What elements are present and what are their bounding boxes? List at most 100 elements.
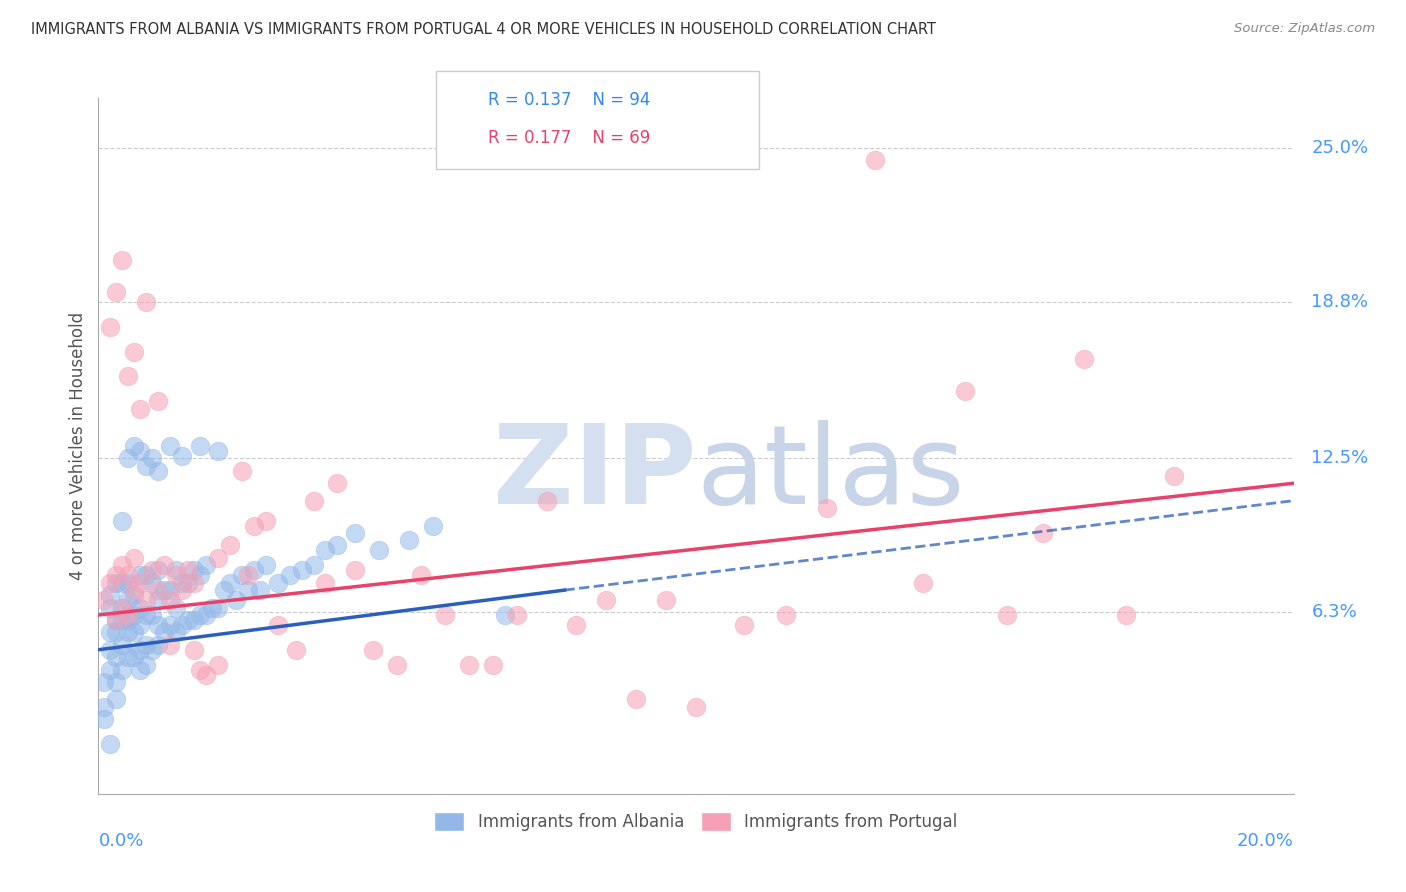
Point — [117, 369, 139, 384]
Point — [159, 593, 181, 607]
Point — [105, 613, 128, 627]
Point — [815, 501, 838, 516]
Point — [111, 663, 134, 677]
Point — [129, 663, 152, 677]
Point — [129, 600, 152, 615]
Point — [148, 618, 170, 632]
Point — [141, 607, 163, 622]
Text: 20.0%: 20.0% — [1237, 832, 1294, 850]
Text: IMMIGRANTS FROM ALBANIA VS IMMIGRANTS FROM PORTUGAL 4 OR MORE VEHICLES IN HOUSEH: IMMIGRANTS FROM ALBANIA VS IMMIGRANTS FR… — [31, 22, 936, 37]
Point — [159, 618, 181, 632]
Point — [219, 575, 242, 590]
Point — [267, 618, 290, 632]
Point — [111, 558, 134, 573]
Point — [195, 607, 218, 622]
Point — [865, 153, 887, 168]
Point — [124, 344, 146, 359]
Point — [105, 568, 128, 582]
Point — [105, 625, 128, 640]
Point — [111, 252, 134, 267]
Point — [411, 568, 433, 582]
Point — [98, 600, 122, 615]
Point — [141, 642, 163, 657]
Point — [141, 563, 163, 577]
Point — [177, 575, 200, 590]
Point — [105, 650, 128, 665]
Point — [506, 607, 529, 622]
Point — [422, 518, 444, 533]
Point — [188, 568, 211, 582]
Point — [177, 563, 200, 577]
Point — [231, 568, 253, 582]
Point — [267, 575, 290, 590]
Point — [159, 638, 181, 652]
Point — [565, 618, 588, 632]
Point — [129, 618, 152, 632]
Point — [141, 451, 163, 466]
Point — [117, 607, 139, 622]
Point — [172, 618, 194, 632]
Point — [124, 607, 146, 622]
Point — [135, 638, 157, 652]
Point — [1032, 526, 1054, 541]
Point — [434, 607, 457, 622]
Text: 18.8%: 18.8% — [1312, 293, 1368, 311]
Point — [172, 449, 194, 463]
Point — [117, 593, 139, 607]
Point — [135, 294, 157, 309]
Point — [236, 568, 259, 582]
Text: 25.0%: 25.0% — [1312, 139, 1368, 157]
Point — [1163, 468, 1185, 483]
Legend: Immigrants from Albania, Immigrants from Portugal: Immigrants from Albania, Immigrants from… — [427, 805, 965, 838]
Point — [117, 650, 139, 665]
Point — [148, 464, 170, 478]
Point — [124, 439, 146, 453]
Point — [117, 451, 139, 466]
Point — [135, 593, 157, 607]
Point — [595, 593, 617, 607]
Point — [188, 663, 211, 677]
Point — [129, 401, 152, 416]
Point — [117, 613, 139, 627]
Point — [458, 657, 481, 672]
Point — [494, 607, 516, 622]
Point — [153, 625, 176, 640]
Point — [183, 642, 205, 657]
Text: 0.0%: 0.0% — [98, 832, 143, 850]
Point — [135, 657, 157, 672]
Point — [219, 538, 242, 552]
Point — [368, 543, 391, 558]
Point — [111, 600, 134, 615]
Point — [212, 583, 235, 598]
Point — [254, 558, 277, 573]
Point — [326, 476, 349, 491]
Point — [165, 600, 187, 615]
Point — [626, 692, 648, 706]
Point — [141, 575, 163, 590]
Point — [98, 575, 122, 590]
Point — [135, 568, 157, 582]
Point — [183, 563, 205, 577]
Point — [148, 563, 170, 577]
Point — [195, 667, 218, 681]
Point — [278, 568, 301, 582]
Point — [165, 625, 187, 640]
Point — [98, 625, 122, 640]
Point — [124, 583, 146, 598]
Point — [172, 575, 194, 590]
Point — [98, 642, 122, 657]
Text: ZIP: ZIP — [492, 420, 696, 527]
Point — [105, 692, 128, 706]
Point — [302, 558, 325, 573]
Point — [243, 518, 266, 533]
Point — [148, 638, 170, 652]
Point — [385, 657, 409, 672]
Point — [124, 550, 146, 565]
Point — [111, 575, 134, 590]
Point — [105, 675, 128, 690]
Text: R = 0.177    N = 69: R = 0.177 N = 69 — [488, 129, 650, 147]
Point — [685, 699, 707, 714]
Point — [111, 613, 134, 627]
Point — [148, 394, 170, 409]
Point — [236, 583, 259, 598]
